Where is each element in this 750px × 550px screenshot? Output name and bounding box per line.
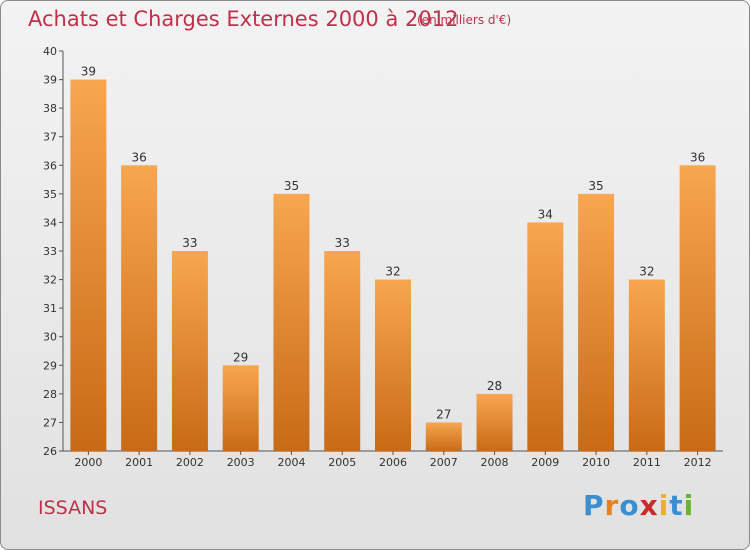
bar-value-label: 28 — [487, 379, 502, 393]
x-tick-label: 2009 — [531, 456, 559, 469]
bar-value-label: 27 — [436, 407, 451, 421]
bar-value-label: 36 — [132, 150, 147, 164]
bar-2000 — [70, 79, 107, 452]
bar-value-label: 32 — [385, 265, 400, 279]
bar-value-label: 35 — [284, 179, 299, 193]
bar-2010 — [578, 193, 615, 451]
bar-2004 — [273, 193, 310, 451]
chart-title: Achats et Charges Externes 2000 à 2012 — [28, 7, 459, 31]
y-tick-label: 34 — [43, 216, 57, 229]
y-tick-label: 40 — [43, 45, 57, 58]
bar-value-label: 34 — [538, 207, 553, 221]
x-tick-label: 2000 — [74, 456, 102, 469]
location-label: ISSANS — [38, 497, 108, 519]
bar-2008 — [476, 393, 513, 451]
x-tick-label: 2010 — [582, 456, 610, 469]
chart-subtitle: (en milliers d'€) — [417, 13, 512, 27]
logo-letter: x — [639, 489, 659, 522]
x-tick-label: 2002 — [176, 456, 204, 469]
bar-2011 — [628, 279, 665, 451]
x-tick-label: 2011 — [633, 456, 661, 469]
bar-value-label: 35 — [588, 179, 603, 193]
y-tick-label: 32 — [43, 274, 57, 287]
y-tick-label: 30 — [43, 331, 57, 344]
y-tick-label: 31 — [43, 302, 57, 315]
logo-letter: t — [669, 489, 684, 522]
x-tick-label: 2005 — [328, 456, 356, 469]
proxiti-logo: Proxiti — [583, 489, 694, 522]
bar-2003 — [222, 365, 259, 451]
logo-letter: i — [658, 489, 670, 522]
y-tick-label: 29 — [43, 359, 57, 372]
x-tick-label: 2004 — [277, 456, 305, 469]
logo-letter: P — [583, 489, 605, 522]
y-tick-label: 26 — [43, 445, 57, 458]
bar-value-label: 33 — [182, 236, 197, 250]
bar-2005 — [324, 251, 361, 451]
y-tick-label: 33 — [43, 245, 57, 258]
x-tick-label: 2001 — [125, 456, 153, 469]
bar-2006 — [375, 279, 411, 451]
bar-value-label: 33 — [335, 236, 350, 250]
x-tick-label: 2008 — [481, 456, 509, 469]
y-tick-label: 39 — [43, 74, 57, 87]
y-tick-label: 38 — [43, 102, 57, 115]
y-tick-label: 37 — [43, 131, 57, 144]
logo-letter: r — [604, 489, 620, 522]
bar-2009 — [527, 222, 564, 451]
logo-letter: i — [683, 489, 695, 522]
x-tick-label: 2003 — [227, 456, 255, 469]
bar-value-label: 36 — [690, 150, 705, 164]
logo-letter: o — [619, 489, 640, 522]
bar-value-label: 39 — [81, 65, 96, 79]
bar-value-label: 29 — [233, 350, 248, 364]
y-tick-label: 27 — [43, 416, 57, 429]
x-tick-label: 2012 — [684, 456, 712, 469]
x-tick-label: 2006 — [379, 456, 407, 469]
y-tick-label: 28 — [43, 388, 57, 401]
bar-2012 — [679, 165, 716, 452]
bar-2007 — [425, 422, 462, 451]
bar-value-label: 32 — [639, 265, 654, 279]
x-tick-label: 2007 — [430, 456, 458, 469]
y-tick-label: 36 — [43, 159, 57, 172]
y-tick-label: 35 — [43, 188, 57, 201]
bar-2001 — [121, 165, 158, 452]
bar-2002 — [171, 251, 208, 451]
